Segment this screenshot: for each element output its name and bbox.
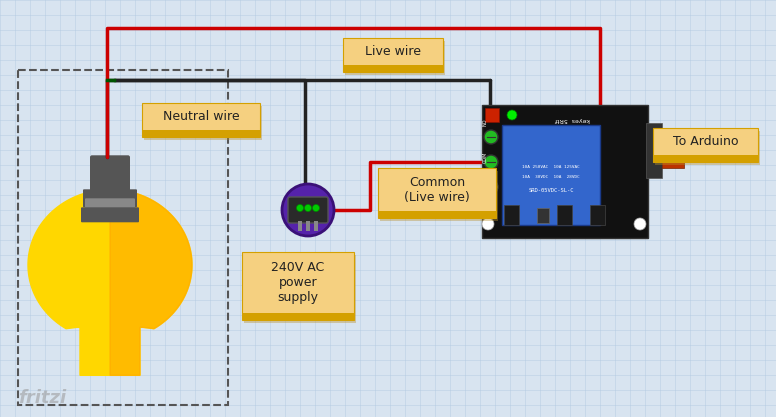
Bar xyxy=(646,123,662,178)
Text: NO: NO xyxy=(483,118,487,126)
Text: 10A 250VAC  10A 125VAC: 10A 250VAC 10A 125VAC xyxy=(522,165,580,169)
Bar xyxy=(314,221,318,231)
FancyBboxPatch shape xyxy=(85,198,135,214)
Bar xyxy=(306,221,310,231)
FancyBboxPatch shape xyxy=(653,128,758,162)
Circle shape xyxy=(304,204,311,211)
FancyBboxPatch shape xyxy=(244,255,356,323)
FancyBboxPatch shape xyxy=(90,155,130,197)
Bar xyxy=(343,65,443,72)
FancyBboxPatch shape xyxy=(380,171,498,221)
FancyBboxPatch shape xyxy=(655,131,760,165)
Bar xyxy=(378,211,496,218)
Polygon shape xyxy=(28,190,192,375)
Text: COM: COM xyxy=(483,152,487,163)
Circle shape xyxy=(507,110,517,120)
FancyBboxPatch shape xyxy=(83,189,137,207)
Bar xyxy=(485,108,499,122)
FancyBboxPatch shape xyxy=(343,38,443,72)
Bar xyxy=(653,155,758,162)
Text: Common
(Live wire): Common (Live wire) xyxy=(404,176,470,203)
Bar xyxy=(537,208,549,223)
Circle shape xyxy=(484,155,498,169)
Circle shape xyxy=(282,184,334,236)
Bar xyxy=(298,221,302,231)
Bar xyxy=(590,205,605,225)
Bar xyxy=(502,125,600,225)
FancyBboxPatch shape xyxy=(378,168,496,218)
Bar xyxy=(242,313,354,320)
FancyBboxPatch shape xyxy=(288,197,328,223)
Text: Live wire: Live wire xyxy=(365,45,421,58)
FancyBboxPatch shape xyxy=(242,252,354,320)
Polygon shape xyxy=(110,190,192,375)
FancyBboxPatch shape xyxy=(142,103,260,137)
Circle shape xyxy=(484,130,498,144)
Circle shape xyxy=(634,218,646,230)
Bar xyxy=(557,205,572,225)
Bar xyxy=(482,105,648,238)
FancyBboxPatch shape xyxy=(81,207,139,222)
Bar xyxy=(142,130,260,137)
Circle shape xyxy=(313,204,320,211)
Bar xyxy=(662,145,684,152)
Text: fritzi: fritzi xyxy=(18,389,66,407)
Bar xyxy=(662,161,684,168)
Circle shape xyxy=(482,218,494,230)
Text: SRD-05VDC-SL-C: SRD-05VDC-SL-C xyxy=(528,188,573,193)
Text: 240V AC
power
supply: 240V AC power supply xyxy=(272,261,324,304)
Bar xyxy=(18,70,228,405)
FancyBboxPatch shape xyxy=(345,41,445,75)
Text: keyes  5Rtf: keyes 5Rtf xyxy=(555,116,590,121)
Bar xyxy=(662,129,684,136)
Text: Neutral wire: Neutral wire xyxy=(163,110,239,123)
Circle shape xyxy=(296,204,303,211)
Text: 10A  30VDC  10A  28VDC: 10A 30VDC 10A 28VDC xyxy=(522,175,580,179)
FancyBboxPatch shape xyxy=(144,106,262,140)
Circle shape xyxy=(484,180,498,194)
Text: To Arduino: To Arduino xyxy=(673,135,738,148)
Bar xyxy=(504,205,519,225)
